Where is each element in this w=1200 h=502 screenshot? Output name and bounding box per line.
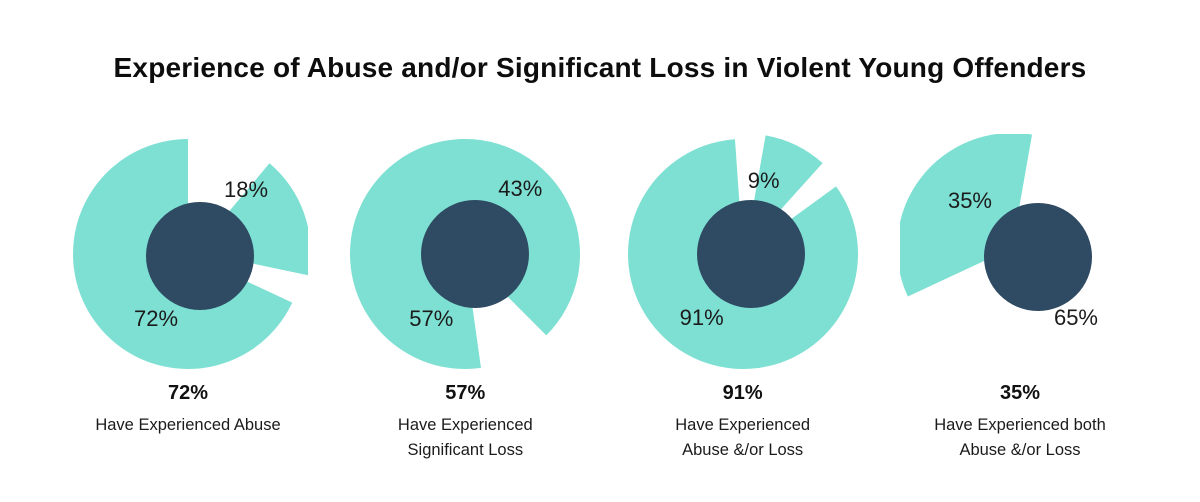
caption-percent: 35% bbox=[999, 382, 1040, 404]
page-title: Experience of Abuse and/or Significant L… bbox=[113, 52, 1087, 83]
donut-abuse-or-loss: 9% 91% bbox=[623, 134, 863, 374]
chart-caption: 35% Have Experienced both Abuse &/or Los… bbox=[934, 382, 1106, 463]
donut-significant-loss: 43% 57% bbox=[345, 134, 585, 374]
donut-pie-both bbox=[899, 134, 1092, 311]
main-percent-label: 91% bbox=[679, 305, 724, 330]
caption-line: Have Experienced Abuse bbox=[95, 416, 281, 434]
caption-line: Have Experienced bbox=[675, 416, 811, 434]
caption-line: Have Experienced bbox=[397, 416, 533, 434]
complement-percent-label: 43% bbox=[498, 176, 543, 201]
caption-line: Abuse &/or Loss bbox=[682, 440, 804, 459]
main-percent-label: 57% bbox=[409, 306, 454, 331]
chart-caption: 57% Have Experienced Significant Loss bbox=[398, 382, 533, 463]
donut-chart-significant-loss: 43% 57% 57% Have Experienced Significant… bbox=[340, 134, 590, 463]
donut-chart-abuse: 18% 72% 72% Have Experienced Abuse bbox=[63, 134, 313, 438]
donut-pie-abuse bbox=[73, 139, 308, 369]
main-percent-label: 35% bbox=[947, 188, 993, 213]
donut-pie-abuse-or-loss bbox=[627, 135, 858, 369]
main-percent-label: 72% bbox=[133, 306, 179, 331]
complement-percent-label: 65% bbox=[1053, 305, 1099, 330]
donut-charts-row: 18% 72% 72% Have Experienced Abuse 43% 5… bbox=[0, 134, 1200, 463]
donut-chart-both: 35% 65% 35% Have Experienced both Abuse … bbox=[895, 134, 1145, 463]
donut-abuse: 18% 72% bbox=[68, 134, 308, 374]
caption-line: Abuse &/or Loss bbox=[959, 440, 1081, 459]
caption-line: Have Experienced both bbox=[934, 416, 1106, 434]
caption-line: Significant Loss bbox=[407, 440, 524, 459]
complement-percent-label: 18% bbox=[223, 177, 269, 202]
donut-both: 35% 65% bbox=[899, 134, 1140, 374]
donut-chart-abuse-or-loss: 9% 91% 91% Have Experienced Abuse &/or L… bbox=[618, 134, 868, 463]
complement-percent-label: 9% bbox=[747, 168, 780, 193]
donut-pie-significant-loss bbox=[350, 139, 581, 369]
caption-percent: 91% bbox=[722, 382, 763, 404]
caption-percent: 57% bbox=[445, 382, 486, 404]
caption-percent: 72% bbox=[167, 382, 208, 404]
chart-caption: 72% Have Experienced Abuse bbox=[95, 382, 280, 438]
chart-caption: 91% Have Experienced Abuse &/or Loss bbox=[675, 382, 810, 463]
